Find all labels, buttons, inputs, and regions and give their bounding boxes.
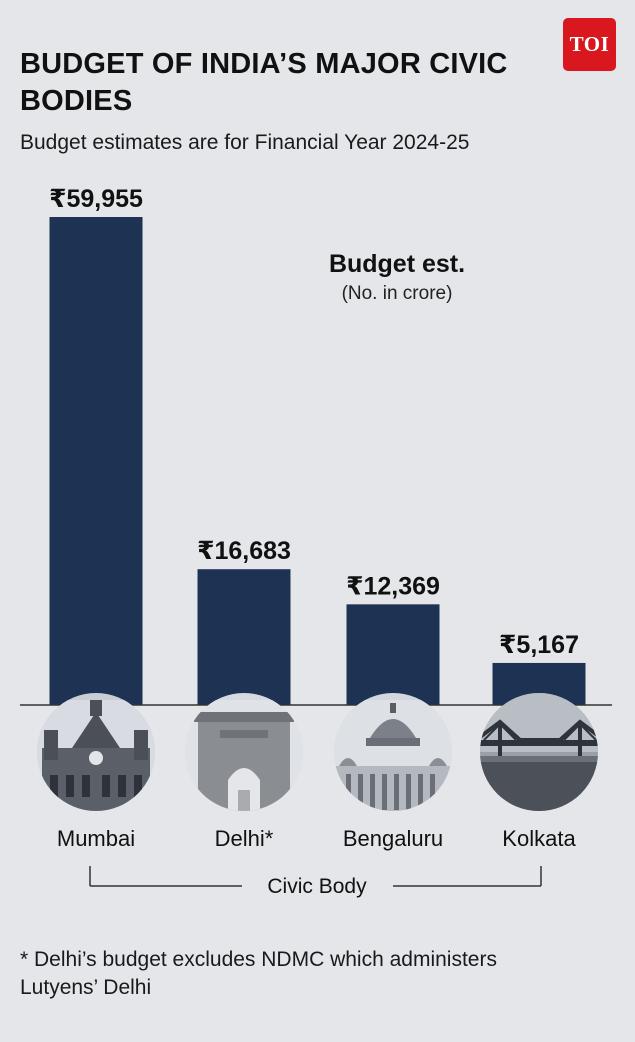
category-label: Bengaluru xyxy=(343,826,443,851)
mumbai-cst-building-icon xyxy=(37,693,155,811)
value-label: ₹12,369 xyxy=(346,572,440,600)
category-label: Delhi* xyxy=(215,826,274,851)
value-label: ₹5,167 xyxy=(499,631,579,659)
value-label: ₹59,955 xyxy=(49,185,143,213)
bar-bengaluru xyxy=(346,604,440,705)
value-labels-group: ₹59,955 ₹16,683 ₹12,369 ₹5,167 xyxy=(49,185,579,659)
x-axis-title: Civic Body xyxy=(267,875,367,898)
legend-title: Budget est. xyxy=(329,250,465,278)
category-label: Mumbai xyxy=(57,826,135,851)
footnote: * Delhi’s budget excludes NDMC which adm… xyxy=(20,948,497,999)
legend-unit: (No. in crore) xyxy=(342,283,453,304)
toi-logo: TOI xyxy=(563,18,616,71)
bar-delhi xyxy=(197,569,291,705)
category-labels-group: Mumbai Delhi* Bengaluru Kolkata xyxy=(57,826,577,851)
chart-subtitle: Budget estimates are for Financial Year … xyxy=(20,131,470,154)
vidhana-soudha-icon xyxy=(334,693,452,811)
category-label: Kolkata xyxy=(502,826,576,851)
howrah-bridge-icon xyxy=(480,693,598,811)
bar-chart: ₹59,955₹16,683₹12,369₹5,167 Budget est. … xyxy=(20,185,612,898)
value-label: ₹16,683 xyxy=(197,537,291,565)
india-gate-icon xyxy=(185,693,303,811)
chart-title: BUDGET OF INDIA’S MAJOR CIVIC BODIES xyxy=(20,48,508,117)
bar-mumbai xyxy=(49,217,143,705)
